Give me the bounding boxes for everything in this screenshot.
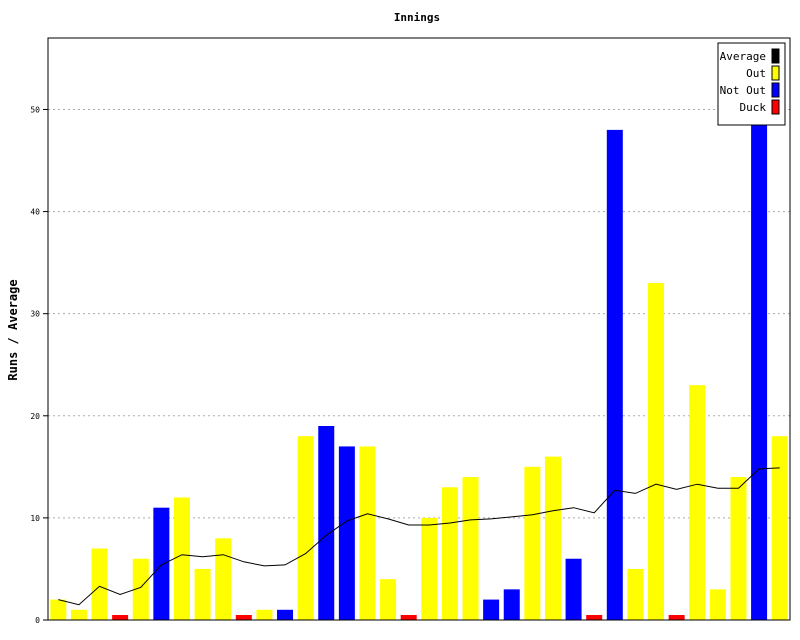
legend-label: Not Out xyxy=(720,84,766,97)
bars xyxy=(50,119,788,621)
y-tick-label: 0 xyxy=(35,616,40,625)
bar-innings-24 xyxy=(524,466,541,620)
legend-swatch xyxy=(771,65,780,81)
bar-innings-12 xyxy=(277,609,294,620)
bar-innings-22 xyxy=(483,599,500,620)
bar-innings-23 xyxy=(503,589,520,620)
y-tick-label: 40 xyxy=(30,208,40,217)
y-axis-label: Runs / Average xyxy=(6,279,20,380)
bar-innings-15 xyxy=(338,446,355,620)
bar-innings-6 xyxy=(153,507,170,620)
grid-lines xyxy=(48,108,790,519)
bar-innings-14 xyxy=(318,426,335,620)
bar-innings-26 xyxy=(565,558,582,620)
bar-innings-13 xyxy=(297,436,314,620)
legend: Average Out Not Out Duck xyxy=(717,42,786,126)
bar-innings-3 xyxy=(91,548,108,620)
bar-innings-17 xyxy=(380,579,397,620)
bar-innings-4 xyxy=(112,615,129,620)
average-line xyxy=(58,467,780,606)
bar-innings-8 xyxy=(194,568,211,620)
bar-innings-28 xyxy=(606,129,623,621)
bar-innings-35 xyxy=(751,119,768,621)
legend-label: Average xyxy=(720,50,766,63)
legend-swatch xyxy=(771,99,780,115)
bar-innings-5 xyxy=(132,558,149,620)
bar-innings-36 xyxy=(771,436,788,620)
y-tick-label: 20 xyxy=(30,412,40,421)
y-tick-label: 10 xyxy=(30,514,40,523)
bar-innings-16 xyxy=(359,446,376,620)
bar-innings-27 xyxy=(586,615,603,620)
bar-innings-32 xyxy=(689,385,706,620)
legend-label: Out xyxy=(746,67,766,80)
legend-label: Duck xyxy=(740,101,767,114)
chart-title: Innings xyxy=(394,11,440,24)
bar-innings-21 xyxy=(462,477,479,620)
legend-swatch xyxy=(771,82,780,98)
bar-innings-20 xyxy=(441,487,458,620)
bar-innings-30 xyxy=(648,283,665,620)
bar-innings-18 xyxy=(400,615,417,620)
bar-innings-29 xyxy=(627,568,644,620)
bar-innings-11 xyxy=(256,609,273,620)
y-tick-label: 50 xyxy=(30,105,40,114)
legend-swatch xyxy=(771,48,780,64)
bar-innings-9 xyxy=(215,538,232,620)
axes: 0 10 20 30 40 50 xyxy=(30,37,791,625)
bar-innings-31 xyxy=(668,615,685,620)
bar-innings-2 xyxy=(70,609,87,620)
bar-innings-7 xyxy=(173,497,190,620)
bar-innings-1 xyxy=(50,599,67,620)
bar-innings-19 xyxy=(421,517,438,620)
bar-innings-25 xyxy=(544,456,561,620)
plot-frame xyxy=(47,37,791,621)
bar-innings-34 xyxy=(730,477,747,620)
bar-innings-33 xyxy=(709,589,726,620)
average-line-group xyxy=(58,467,780,606)
bar-innings-10 xyxy=(235,615,252,620)
y-tick-label: 30 xyxy=(30,310,40,319)
